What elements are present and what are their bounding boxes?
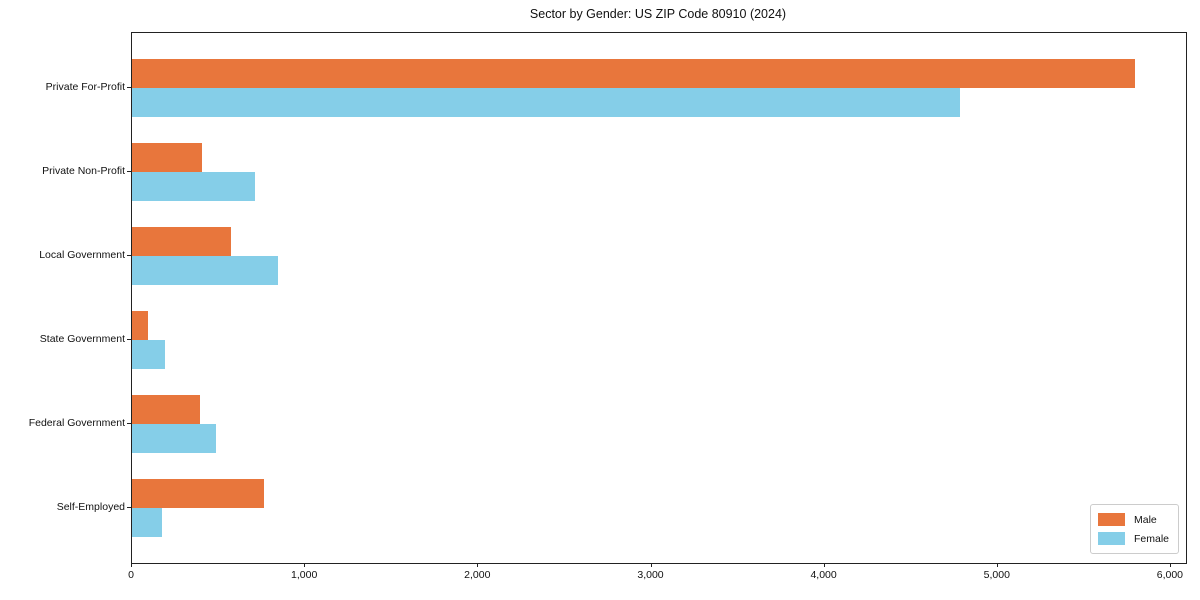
y-tick-label-private-for-profit: Private For-Profit (45, 81, 125, 93)
bar-female-self-employed (132, 508, 163, 537)
legend-item-female: Female (1097, 529, 1169, 548)
bar-female-local-government (132, 256, 279, 285)
legend-swatch-female (1097, 532, 1125, 545)
x-tick-mark (304, 563, 306, 567)
y-tick-label-private-non-profit: Private Non-Profit (42, 165, 125, 177)
x-tick-label-4000: 4,000 (810, 569, 837, 581)
bar-female-private-for-profit (132, 88, 960, 117)
x-tick-label-6000: 6,000 (1156, 569, 1184, 581)
y-tick-mark (127, 423, 131, 424)
y-tick-label-federal-government: Federal Government (28, 417, 125, 429)
x-tick-mark (996, 563, 998, 567)
x-tick-label-0: 0 (128, 569, 134, 581)
bar-female-state-government (132, 340, 165, 369)
legend-item-male: Male (1097, 510, 1169, 529)
bar-female-private-non-profit (132, 172, 255, 201)
bar-male-state-government (132, 311, 148, 340)
y-tick-mark (127, 87, 131, 88)
x-tick-mark (131, 563, 132, 567)
y-tick-label-local-government: Local Government (39, 249, 125, 261)
chart-title: Sector by Gender: US ZIP Code 80910 (202… (529, 7, 787, 21)
x-tick-mark (823, 563, 825, 567)
x-tick-label-2000: 2,000 (464, 569, 491, 581)
bar-male-private-non-profit (132, 143, 203, 172)
y-tick-mark (127, 255, 131, 256)
legend: Male Female (1089, 504, 1179, 554)
y-tick-mark (127, 507, 131, 508)
plot-area: Male Female (131, 32, 1187, 564)
x-tick-label-5000: 5,000 (983, 569, 1010, 581)
y-tick-mark (127, 171, 131, 172)
legend-swatch-male (1097, 513, 1125, 526)
x-tick-label-1000: 1,000 (291, 569, 318, 581)
x-tick-mark (1169, 563, 1171, 567)
x-tick-mark (477, 563, 479, 567)
x-tick-mark (650, 563, 652, 567)
y-tick-mark (127, 339, 131, 340)
bar-male-local-government (132, 227, 231, 256)
x-tick-label-3000: 3,000 (637, 569, 664, 581)
bar-female-federal-government (132, 424, 216, 453)
bar-male-federal-government (132, 395, 201, 424)
bar-male-private-for-profit (132, 59, 1135, 88)
y-tick-label-state-government: State Government (39, 333, 125, 345)
legend-label-female: Female (1133, 532, 1169, 545)
legend-label-male: Male (1133, 513, 1157, 526)
y-tick-label-self-employed: Self-Employed (56, 501, 125, 513)
bar-male-self-employed (132, 479, 264, 508)
